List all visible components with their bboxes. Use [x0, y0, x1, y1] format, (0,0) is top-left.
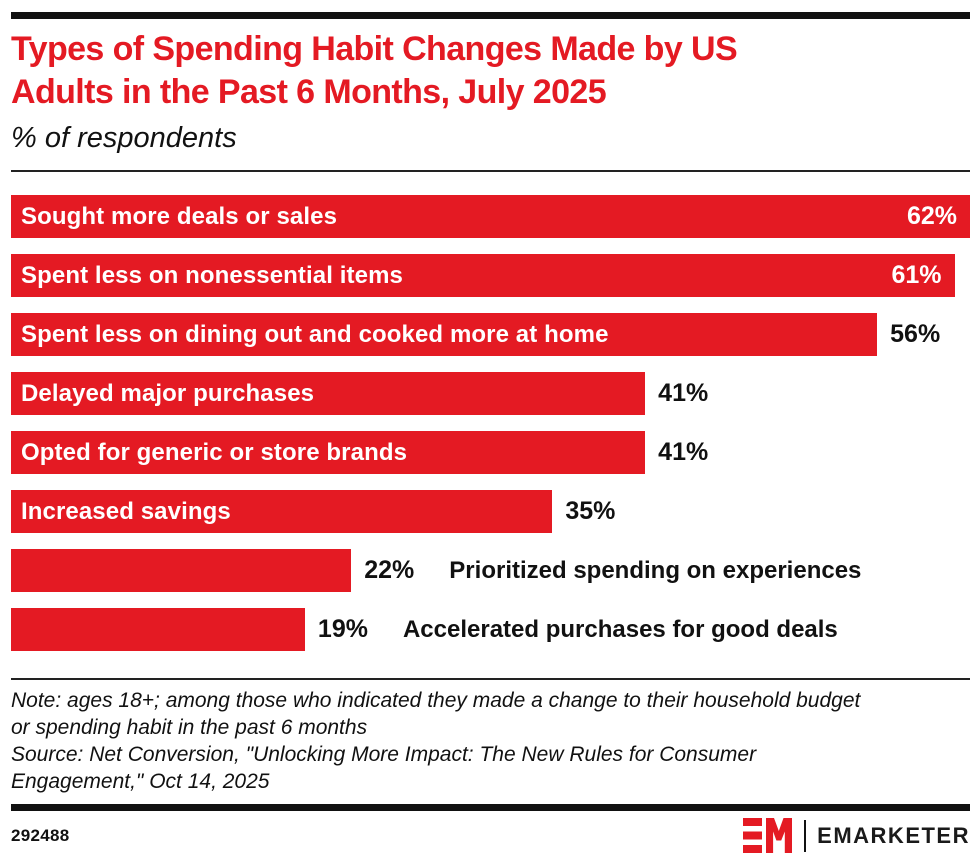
notes-divider: [11, 678, 970, 680]
bar: [11, 608, 305, 651]
footer: 292488 EMARKETER: [11, 818, 970, 853]
bar-label: Sought more deals or sales: [21, 202, 338, 230]
source-text-line1: Source: Net Conversion, "Unlocking More …: [11, 743, 757, 766]
bar-row: Spent less on dining out and cooked more…: [11, 313, 970, 356]
top-rule-divider: [11, 12, 970, 19]
notes-block: Note: ages 18+; among those who indicate…: [11, 687, 970, 795]
bar-row: Delayed major purchases 41%: [11, 372, 970, 415]
bar: Spent less on nonessential items 61%: [11, 254, 955, 297]
bar-label: Spent less on dining out and cooked more…: [21, 320, 609, 348]
bar: Opted for generic or store brands: [11, 431, 646, 474]
bar-row: Opted for generic or store brands 41%: [11, 431, 970, 474]
bar-value: 56%: [890, 320, 941, 348]
bar: Increased savings: [11, 490, 553, 533]
bar-value: 22%: [364, 556, 415, 584]
bar-row: Sought more deals or sales 62%: [11, 195, 970, 238]
bar-value: 41%: [658, 438, 709, 466]
source-text-line2: Engagement," Oct 14, 2025: [11, 770, 270, 793]
bar-label: Delayed major purchases: [21, 379, 315, 407]
page-subtitle: % of respondents: [11, 122, 237, 154]
bar-value: 61%: [891, 261, 942, 289]
note-text-line2: or spending habit in the past 6 months: [11, 716, 368, 739]
bar-value: 19%: [317, 615, 368, 643]
bar-label: Opted for generic or store brands: [21, 438, 408, 466]
page-title-line1: Types of Spending Habit Changes Made by …: [11, 30, 738, 68]
em-monogram-icon: [743, 818, 793, 853]
page-title-line2: Adults in the Past 6 Months, July 2025: [11, 73, 607, 111]
bar: Sought more deals or sales 62%: [11, 195, 970, 238]
bar-value: 41%: [658, 379, 709, 407]
bar-value: 62%: [906, 202, 957, 230]
bar: [11, 549, 352, 592]
bar-label: Increased savings: [21, 497, 231, 525]
bar-label: Spent less on nonessential items: [21, 261, 403, 289]
header-divider: [11, 170, 970, 172]
note-text-line1: Note: ages 18+; among those who indicate…: [11, 689, 861, 712]
bottom-rule-divider: [11, 804, 970, 811]
bar-chart: Sought more deals or sales 62% Spent less …: [11, 195, 970, 651]
chart-id: 292488: [11, 825, 70, 845]
logo-divider: [804, 819, 807, 852]
emarketer-logo: EMARKETER: [743, 818, 970, 853]
brand-wordmark: EMARKETER: [817, 822, 970, 848]
bar-label: Prioritized spending on experiences: [449, 556, 862, 584]
bar-row: Increased savings 35%: [11, 490, 970, 533]
bar-row: 22% Prioritized spending on experiences: [11, 549, 970, 592]
bar: Spent less on dining out and cooked more…: [11, 313, 878, 356]
bar-row: Spent less on nonessential items 61%: [11, 254, 970, 297]
page-title: Types of Spending Habit Changes Made by …: [11, 28, 970, 114]
bar-label: Accelerated purchases for good deals: [402, 615, 838, 643]
bar-value: 35%: [565, 497, 616, 525]
bar-row: 19% Accelerated purchases for good deals: [11, 608, 970, 651]
bar: Delayed major purchases: [11, 372, 646, 415]
